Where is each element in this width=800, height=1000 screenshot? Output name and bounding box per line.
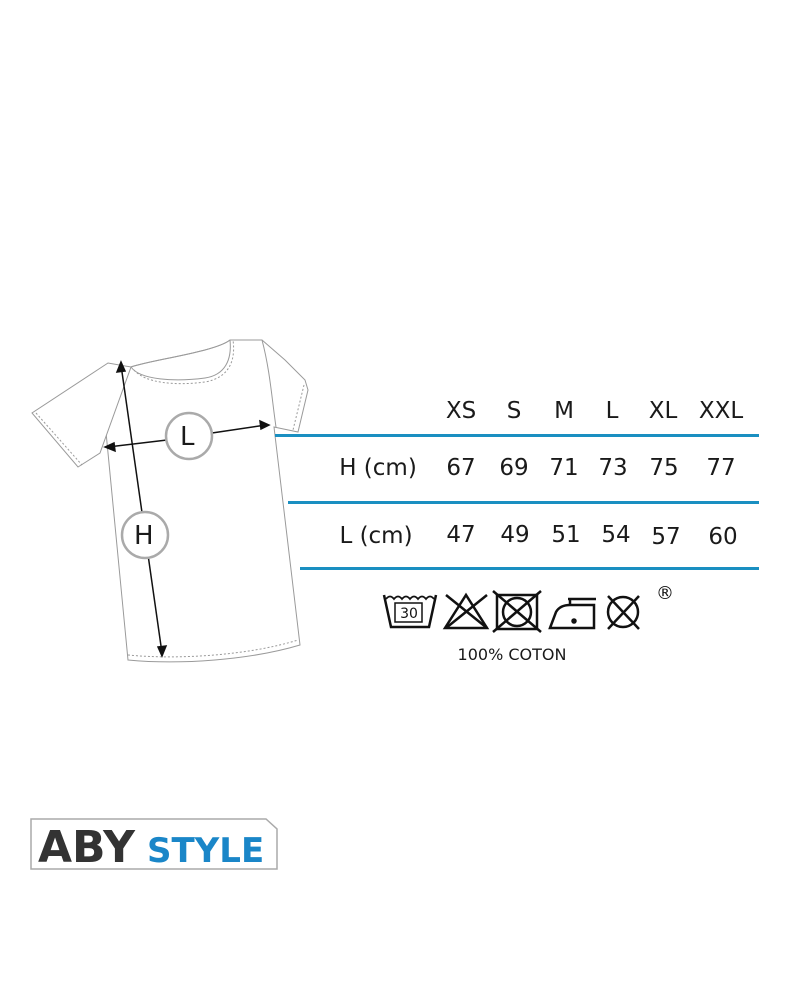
- column-header: S: [506, 398, 522, 424]
- table-cell: 71: [549, 455, 579, 481]
- table-cell: 73: [598, 455, 628, 481]
- table-divider: [275, 434, 759, 437]
- abystyle-logo: ABY STYLE: [30, 818, 278, 870]
- registered-mark: ®: [656, 585, 674, 604]
- column-header: XXL: [698, 398, 744, 424]
- svg-text:ABY: ABY: [38, 822, 136, 870]
- column-header: L: [605, 398, 619, 424]
- row-label: H (cm): [339, 455, 417, 481]
- table-divider: [300, 567, 759, 570]
- table-cell: 57: [651, 524, 681, 550]
- width-marker: L: [180, 422, 195, 452]
- table-cell: 60: [708, 524, 738, 550]
- wash-30-icon: [382, 594, 438, 629]
- column-header: XS: [445, 398, 477, 424]
- arrow-left-icon: [103, 441, 116, 453]
- care-symbols: 30 ®: [382, 585, 674, 633]
- height-marker: H: [134, 521, 154, 551]
- column-header: M: [554, 398, 574, 424]
- column-header: XL: [648, 398, 678, 424]
- table-cell: 75: [649, 455, 679, 481]
- table-cell: 69: [499, 455, 529, 481]
- table-cell: 77: [706, 455, 736, 481]
- material-label: 100% COTON: [457, 645, 567, 664]
- no-tumble-dry-icon: [492, 590, 542, 633]
- svg-text:STYLE: STYLE: [147, 831, 264, 870]
- iron-low-icon: [548, 597, 596, 630]
- table-divider: [288, 501, 759, 504]
- table-cell: 49: [500, 522, 530, 548]
- arrow-up-icon: [115, 360, 127, 373]
- table-cell: 51: [551, 522, 581, 548]
- arrow-down-icon: [156, 645, 168, 658]
- arrow-right-icon: [259, 419, 271, 431]
- wash-temp-label: 30: [400, 606, 418, 622]
- table-cell: 67: [446, 455, 476, 481]
- row-label: L (cm): [339, 523, 413, 549]
- no-dry-clean-icon: [606, 595, 640, 630]
- table-cell: 54: [601, 522, 631, 548]
- table-cell: 47: [446, 522, 476, 548]
- no-bleach-icon: [442, 592, 490, 630]
